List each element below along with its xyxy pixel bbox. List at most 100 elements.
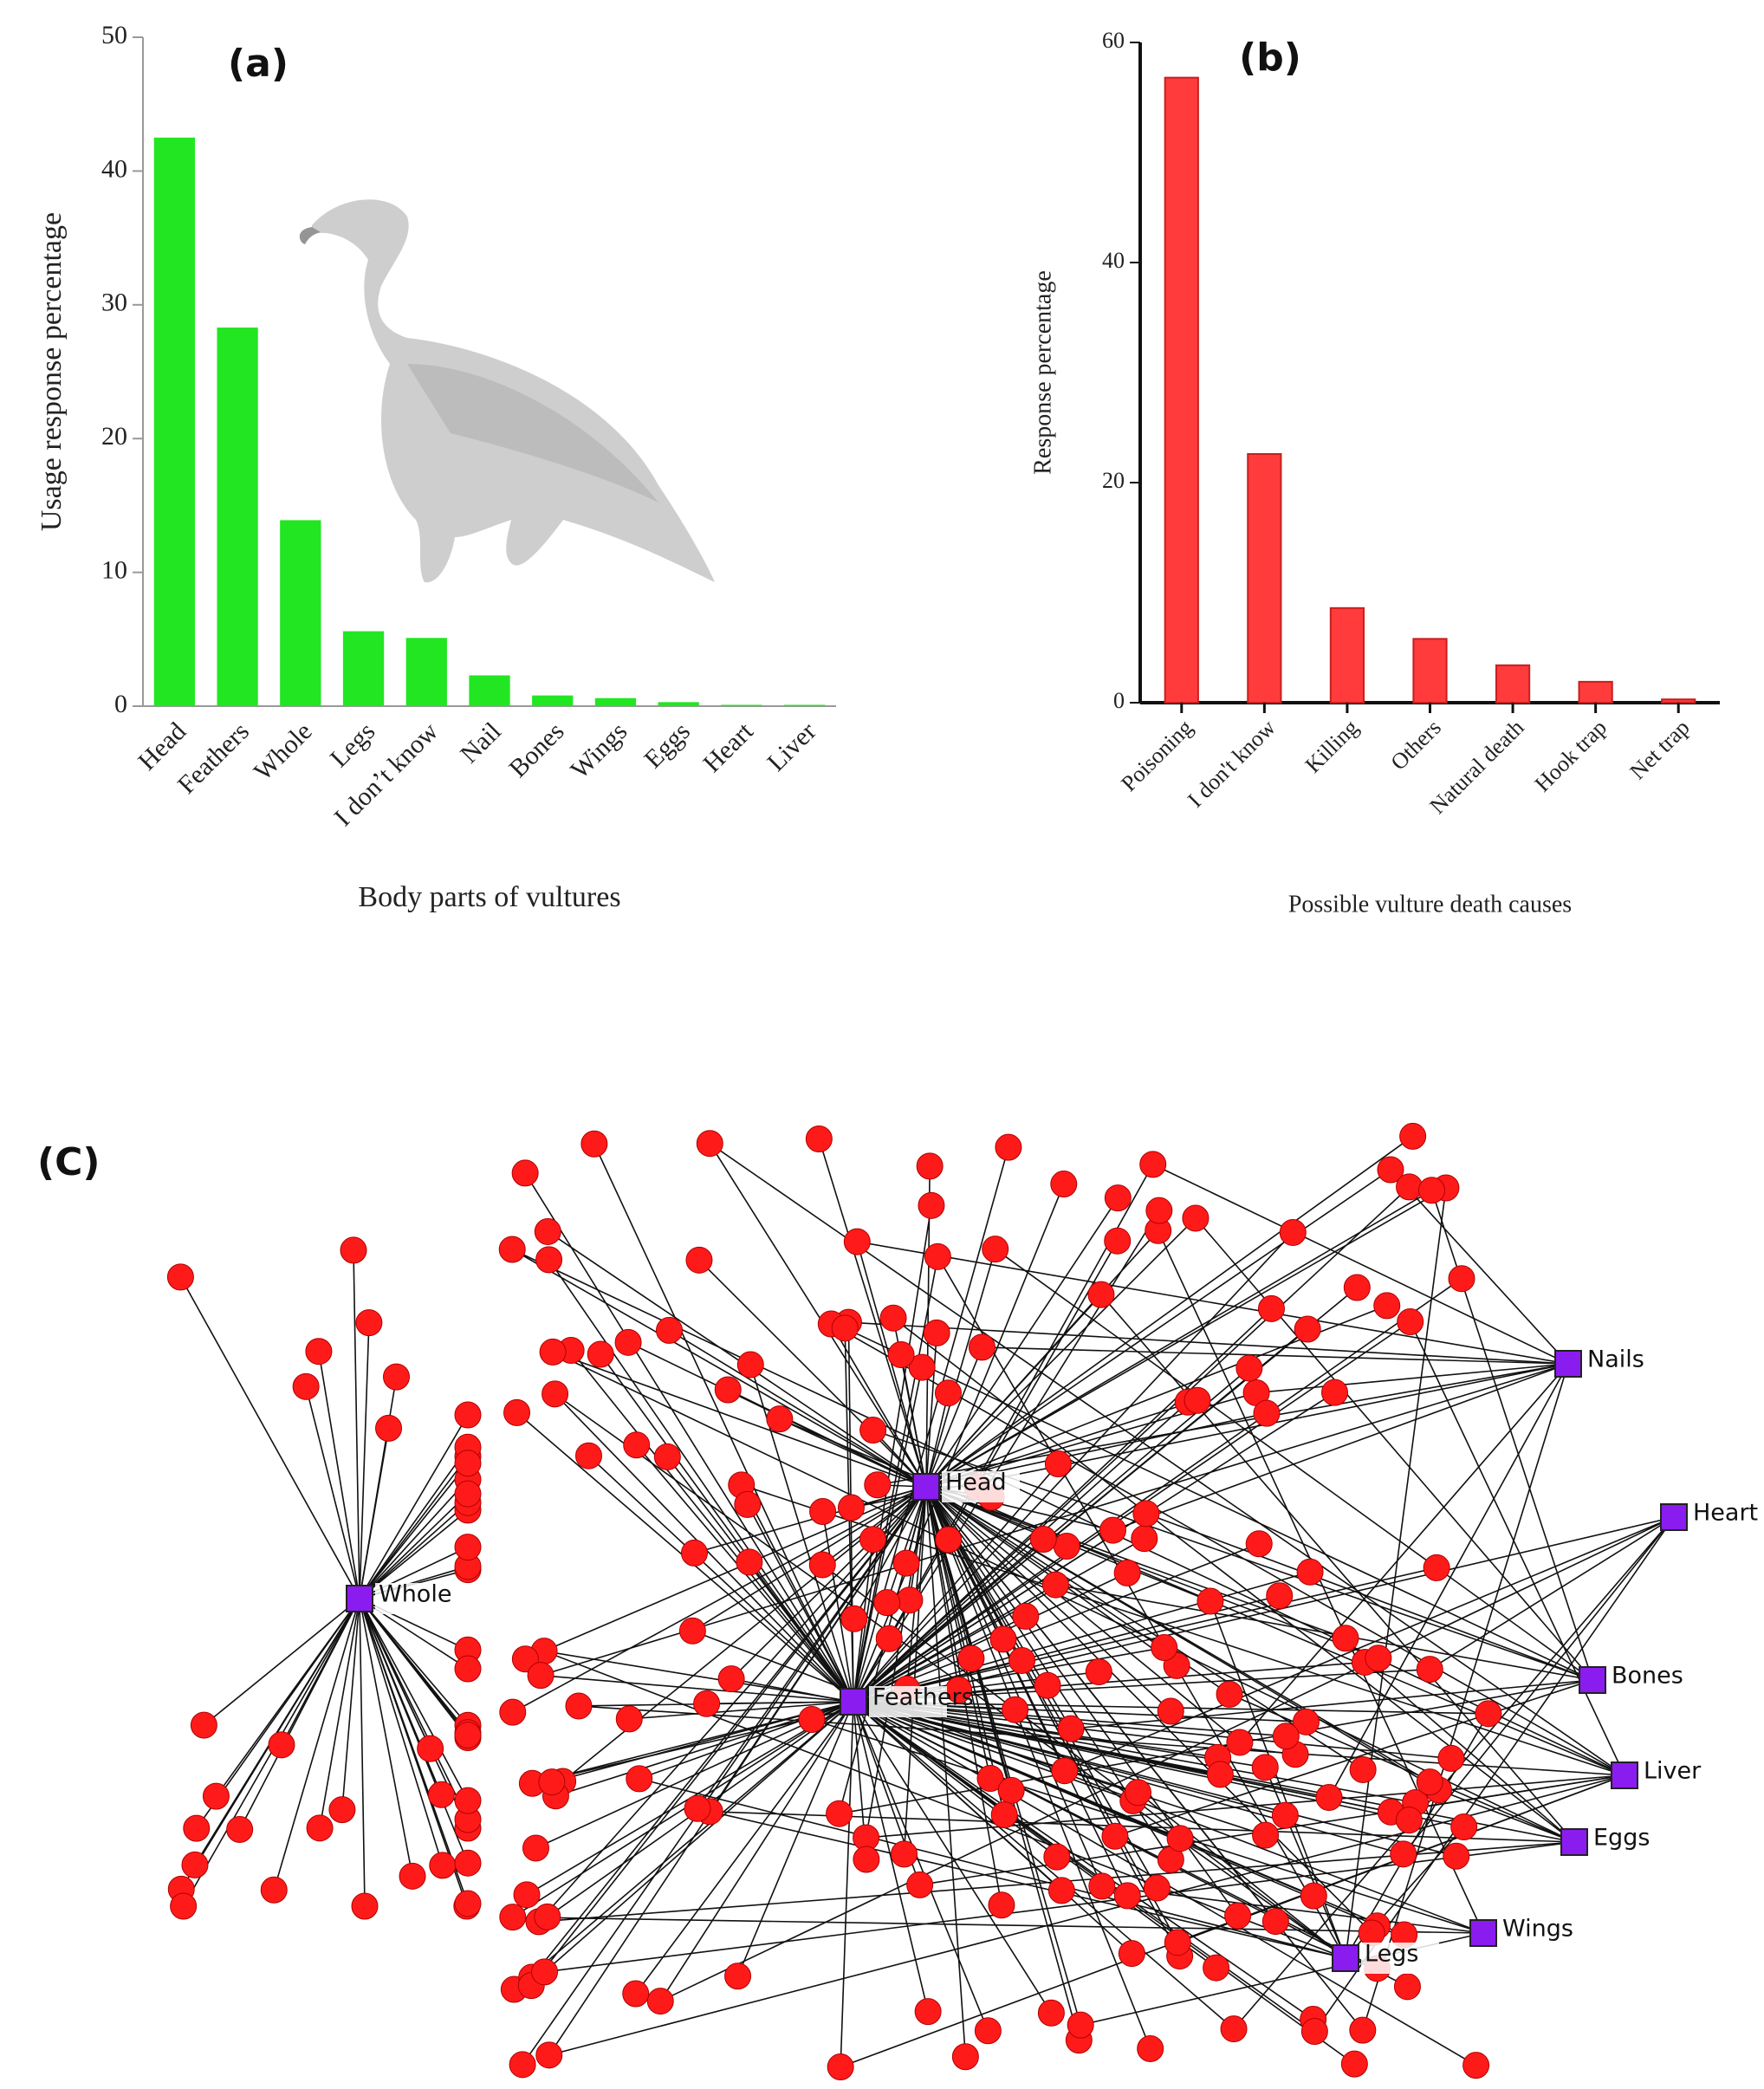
actor-node (500, 1699, 526, 1725)
actor-node (1267, 1583, 1293, 1609)
actor-node (892, 1841, 918, 1867)
actor-node (860, 1418, 886, 1443)
actor-node (1138, 2035, 1164, 2061)
bar (154, 138, 195, 706)
edge (699, 1260, 926, 1487)
actor-node (455, 1787, 481, 1813)
actor-node (1203, 1955, 1229, 1981)
actor-node (536, 1247, 562, 1273)
edge (848, 1322, 1568, 1364)
edge (840, 1702, 853, 2067)
hub-node (347, 1586, 373, 1612)
actor-node (1102, 1823, 1128, 1849)
bar (532, 696, 573, 706)
actor-node (1463, 2053, 1489, 2079)
y-tick-label: 40 (101, 154, 127, 183)
actor-node (616, 1706, 642, 1732)
hub-label: Whole (379, 1581, 451, 1608)
actor-node (991, 1802, 1017, 1828)
actor-node (184, 1815, 210, 1841)
actor-node (1333, 1625, 1359, 1651)
actor-node (1262, 1909, 1288, 1935)
x-tick-label: Liver (762, 717, 821, 776)
actor-node (694, 1690, 720, 1716)
actor-node (865, 1472, 891, 1498)
actor-node (1246, 1531, 1272, 1557)
actor-node (1164, 1930, 1190, 1956)
actor-node (1400, 1123, 1426, 1149)
actor-node (509, 2052, 535, 2078)
actor-node (356, 1310, 382, 1336)
actor-node (587, 1341, 613, 1367)
bar (280, 520, 321, 706)
actor-node (799, 1707, 825, 1733)
actor-node (969, 1334, 995, 1360)
actor-node (681, 1540, 707, 1566)
actor-node (1301, 2018, 1327, 2044)
edge (353, 1250, 360, 1599)
actor-node (329, 1797, 355, 1823)
hub-node (840, 1689, 866, 1715)
actor-node (542, 1381, 568, 1407)
actor-node (647, 1988, 673, 2014)
hub-node (1555, 1351, 1581, 1377)
hub-label: Nails (1587, 1346, 1644, 1373)
edge (513, 1702, 853, 1917)
bar (343, 632, 384, 706)
actor-node (841, 1606, 867, 1632)
actor-node (832, 1315, 858, 1341)
actor-node (455, 1891, 481, 1917)
edge (360, 1599, 412, 1876)
edge (360, 1599, 443, 1865)
actor-node (499, 1236, 525, 1262)
actor-node (455, 1402, 481, 1428)
actor-node (859, 1527, 885, 1553)
actor-node (1013, 1603, 1039, 1629)
actor-node (715, 1377, 741, 1403)
actor-node (383, 1364, 409, 1390)
actor-node (171, 1893, 197, 1919)
actor-node (918, 1192, 944, 1218)
y-tick-label: 40 (1102, 248, 1125, 273)
actor-node (1207, 1761, 1233, 1787)
actor-node (500, 1904, 526, 1930)
actor-node (654, 1443, 680, 1469)
y-tick-label: 10 (101, 555, 127, 584)
figure: (C) WholeHeadFeathersNailsHeartBonesLive… (0, 0, 1764, 2089)
actor-node (1438, 1745, 1464, 1771)
actor-node (915, 1999, 941, 2025)
actor-node (306, 1339, 332, 1365)
actor-node (917, 1153, 943, 1179)
actor-node (514, 1882, 540, 1908)
bar (469, 675, 509, 706)
actor-node (736, 1549, 762, 1575)
edge (600, 1354, 853, 1702)
actor-node (1227, 1729, 1253, 1755)
actor-node (535, 1904, 561, 1930)
hub-label: Head (945, 1469, 1007, 1496)
actor-node (1158, 1698, 1184, 1724)
actor-node (1089, 1873, 1115, 1899)
x-tick-label: Poisoning (1116, 715, 1197, 796)
actor-node (182, 1852, 208, 1878)
y-tick-label: 30 (101, 289, 127, 317)
actor-node (876, 1625, 902, 1651)
actor-node (1045, 1451, 1071, 1477)
actor-node (1365, 1645, 1391, 1671)
actor-node (540, 1339, 566, 1365)
actor-node (1272, 1802, 1298, 1828)
hub-node (1333, 1945, 1359, 1971)
actor-node (1099, 1517, 1125, 1543)
actor-node (806, 1126, 832, 1152)
actor-node (1253, 1822, 1279, 1848)
chart-title: (a) (228, 42, 289, 86)
hub-label: Eggs (1593, 1825, 1650, 1852)
actor-node (1236, 1355, 1262, 1381)
actor-node (1105, 1185, 1131, 1211)
actor-node (418, 1735, 444, 1761)
actor-node (1344, 1275, 1370, 1301)
actor-node (1258, 1295, 1284, 1321)
actor-node (1058, 1716, 1084, 1742)
actor-node (1054, 1534, 1080, 1560)
edge (360, 1323, 369, 1599)
